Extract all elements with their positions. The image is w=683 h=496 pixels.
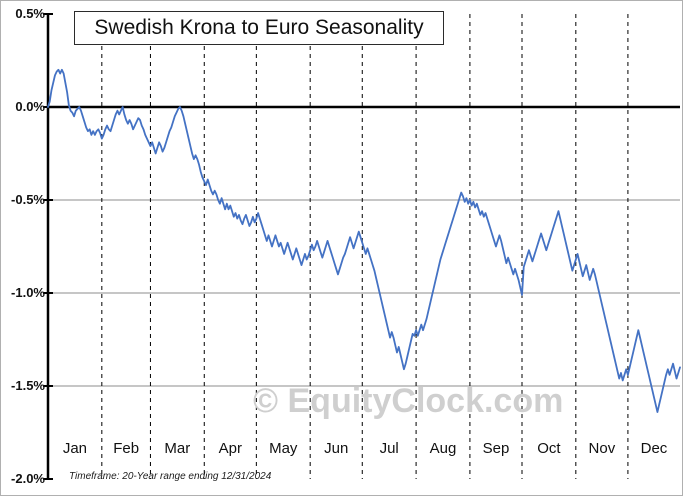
y-axis-tick-label: -1.5% [11, 378, 45, 393]
y-axis-tick-label: 0.5% [15, 6, 45, 21]
chart-title: Swedish Krona to Euro Seasonality [94, 16, 424, 39]
chart-title-box: Swedish Krona to Euro Seasonality [74, 11, 444, 45]
y-axis-labels: 0.5% 0.0% -0.5% -1.0% -1.5% -2.0% [1, 1, 45, 495]
seasonality-line [47, 68, 681, 413]
y-axis-tick-label: 0.0% [15, 99, 45, 114]
y-axis-tick-label: -1.0% [11, 285, 45, 300]
chart-footnote: Timeframe: 20-Year range ending 12/31/20… [69, 471, 272, 482]
y-axis-tick-label: -0.5% [11, 192, 45, 207]
vertical-gridlines [101, 14, 629, 479]
horizontal-gridlines [48, 199, 680, 387]
y-axis-tick-label: -2.0% [11, 471, 45, 486]
